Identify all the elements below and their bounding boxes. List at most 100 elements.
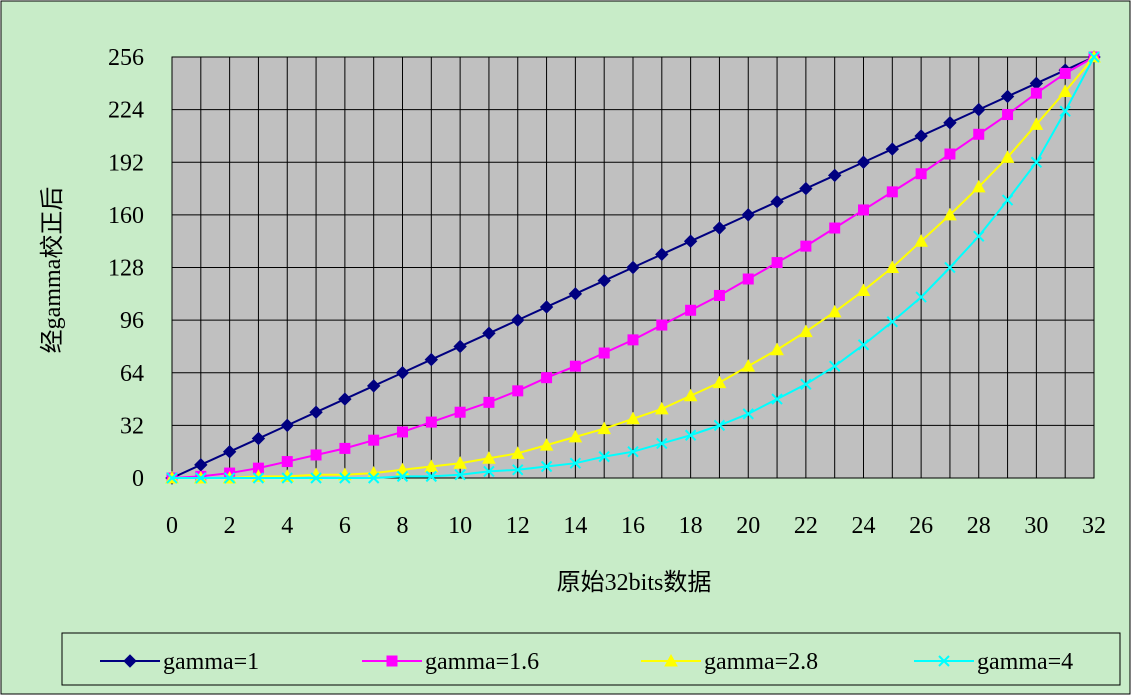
series-4 bbox=[166, 51, 1100, 484]
legend-marker bbox=[938, 655, 950, 667]
data-point bbox=[770, 342, 784, 356]
data-point bbox=[598, 450, 610, 463]
data-point bbox=[339, 472, 351, 484]
data-point bbox=[368, 434, 380, 446]
data-point bbox=[713, 289, 725, 301]
data-point bbox=[829, 222, 841, 234]
data-point bbox=[683, 234, 698, 248]
data-point bbox=[1001, 194, 1014, 206]
x-tick-label: 2 bbox=[224, 513, 236, 539]
data-point bbox=[281, 456, 293, 468]
data-point bbox=[512, 385, 524, 397]
x-tick-label: 24 bbox=[852, 513, 876, 539]
data-point bbox=[569, 457, 582, 469]
data-point bbox=[741, 359, 756, 372]
data-point bbox=[397, 426, 408, 438]
data-point bbox=[568, 429, 583, 443]
x-tick-label: 10 bbox=[448, 513, 472, 539]
data-point bbox=[654, 401, 669, 415]
data-point bbox=[944, 148, 956, 160]
data-point bbox=[251, 431, 266, 446]
data-point bbox=[626, 411, 640, 425]
data-point bbox=[195, 472, 207, 484]
data-point bbox=[482, 451, 496, 464]
data-point bbox=[395, 366, 410, 380]
data-point bbox=[510, 446, 525, 459]
legend-box bbox=[61, 632, 1121, 686]
data-point bbox=[1000, 150, 1015, 163]
x-tick-label: 16 bbox=[621, 513, 645, 539]
series-2 bbox=[166, 51, 1100, 484]
data-point bbox=[886, 186, 898, 198]
series-layer bbox=[165, 49, 1101, 485]
data-point bbox=[856, 283, 871, 297]
x-tick-label: 12 bbox=[506, 513, 530, 539]
data-point bbox=[597, 273, 611, 288]
data-point bbox=[252, 472, 265, 484]
data-point bbox=[424, 459, 439, 472]
legend-entry-3: gamma=2.8 bbox=[641, 649, 818, 675]
data-point bbox=[454, 469, 466, 481]
data-point bbox=[541, 372, 553, 384]
data-point bbox=[885, 142, 900, 156]
y-tick-label: 224 bbox=[108, 98, 144, 124]
x-tick-label: 28 bbox=[967, 513, 991, 539]
x-tick-label: 0 bbox=[166, 513, 178, 539]
data-point bbox=[366, 379, 381, 393]
data-point bbox=[771, 393, 783, 405]
data-point bbox=[223, 472, 236, 484]
data-point bbox=[222, 444, 237, 459]
data-point bbox=[627, 334, 639, 346]
data-point bbox=[483, 465, 495, 478]
data-point bbox=[741, 208, 755, 222]
data-point bbox=[915, 168, 927, 180]
data-point bbox=[713, 419, 726, 432]
data-point bbox=[800, 378, 812, 390]
y-tick-label: 160 bbox=[108, 203, 144, 229]
data-point bbox=[857, 339, 870, 351]
x-tick-label: 6 bbox=[339, 513, 351, 539]
data-point bbox=[281, 472, 293, 484]
x-axis-label: 原始32bits数据 bbox=[557, 569, 712, 596]
legend-label: gamma=2.8 bbox=[704, 649, 818, 675]
y-tick-label: 192 bbox=[108, 150, 144, 176]
legend-marker bbox=[123, 654, 137, 668]
data-point bbox=[396, 470, 409, 483]
data-point bbox=[1058, 84, 1073, 98]
data-point bbox=[539, 300, 554, 314]
data-point bbox=[914, 129, 928, 143]
data-point bbox=[1030, 87, 1042, 99]
data-point bbox=[972, 102, 986, 117]
data-point bbox=[973, 230, 985, 242]
data-point bbox=[799, 181, 813, 196]
x-tick-label: 18 bbox=[679, 513, 703, 539]
y-axis-label: 经gamma校正后 bbox=[39, 187, 66, 354]
data-point bbox=[626, 260, 640, 275]
data-point bbox=[568, 287, 583, 301]
data-point bbox=[886, 316, 899, 328]
data-point bbox=[425, 416, 437, 428]
data-point bbox=[453, 456, 467, 469]
data-point bbox=[712, 375, 727, 389]
legend-entry-4: gamma=4 bbox=[914, 649, 1073, 675]
data-point bbox=[540, 460, 553, 473]
data-point bbox=[827, 168, 842, 183]
series-3 bbox=[165, 49, 1101, 484]
data-point bbox=[943, 116, 957, 130]
data-point bbox=[656, 319, 668, 331]
data-point bbox=[1029, 117, 1044, 130]
data-point bbox=[973, 128, 985, 140]
data-point bbox=[858, 204, 869, 216]
data-point bbox=[684, 429, 697, 441]
y-tick-label: 96 bbox=[120, 308, 144, 334]
data-point bbox=[627, 445, 639, 458]
data-point bbox=[310, 449, 322, 461]
data-point bbox=[655, 247, 669, 262]
data-point bbox=[742, 408, 754, 420]
data-point bbox=[367, 472, 380, 484]
data-point bbox=[971, 179, 986, 193]
legend: gamma=1 gamma=1.6 gamma=2.8 gamma=4 bbox=[100, 649, 1073, 675]
data-point bbox=[712, 221, 727, 235]
data-point bbox=[339, 442, 351, 454]
data-point bbox=[770, 195, 784, 209]
